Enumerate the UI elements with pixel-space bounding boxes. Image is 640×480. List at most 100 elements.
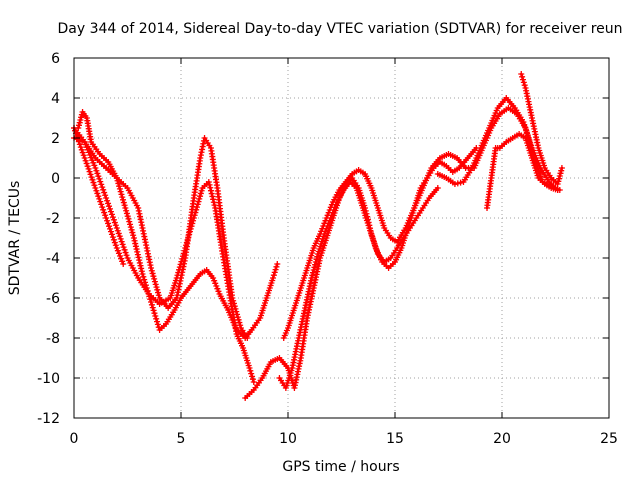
data-point xyxy=(112,242,119,249)
data-point xyxy=(120,196,127,203)
data-point xyxy=(309,272,316,279)
data-point xyxy=(237,322,244,329)
series-track-1 xyxy=(71,125,127,267)
data-point xyxy=(117,253,124,259)
data-point xyxy=(103,195,110,201)
data-point xyxy=(120,244,127,251)
data-point xyxy=(100,186,107,193)
data-point xyxy=(76,119,83,126)
data-point xyxy=(272,266,279,273)
data-point xyxy=(95,173,102,180)
data-point xyxy=(310,267,317,273)
data-point xyxy=(153,315,160,322)
data-point xyxy=(196,195,203,202)
data-point xyxy=(107,208,114,215)
data-point xyxy=(136,257,143,264)
data-point xyxy=(270,272,277,279)
data-point xyxy=(109,234,116,241)
data-point xyxy=(117,235,124,242)
data-point xyxy=(141,276,148,283)
data-point xyxy=(98,181,105,188)
data-point xyxy=(233,308,240,315)
data-point xyxy=(97,178,104,185)
data-point xyxy=(558,165,565,171)
data-point xyxy=(96,195,103,202)
data-point xyxy=(129,229,136,236)
data-point xyxy=(333,201,340,208)
data-point xyxy=(213,283,220,289)
data-point xyxy=(75,122,82,129)
data-point xyxy=(328,212,335,219)
data-point xyxy=(111,239,118,246)
data-point xyxy=(148,301,155,308)
data-point xyxy=(108,231,115,238)
data-point xyxy=(120,261,127,267)
data-point xyxy=(86,168,93,175)
data-point xyxy=(195,198,202,205)
data-point xyxy=(78,146,85,153)
y-tick-label: 4 xyxy=(51,91,60,107)
data-point xyxy=(131,237,138,244)
data-point xyxy=(205,179,212,185)
data-point xyxy=(434,185,441,191)
plot-frame xyxy=(73,57,610,419)
data-point xyxy=(94,170,101,177)
data-point xyxy=(121,246,128,253)
data-point xyxy=(89,176,96,183)
data-point xyxy=(116,183,123,190)
data-point xyxy=(111,219,118,226)
series-track-3 xyxy=(71,135,257,385)
data-point xyxy=(98,201,105,208)
data-point xyxy=(271,269,278,276)
data-point xyxy=(94,190,101,197)
data-point xyxy=(249,376,256,383)
data-point xyxy=(84,163,91,170)
data-point xyxy=(150,307,157,314)
data-point xyxy=(155,292,162,299)
data-point xyxy=(78,114,85,121)
data-point xyxy=(88,174,95,181)
data-point xyxy=(214,285,221,292)
data-point xyxy=(244,335,251,341)
data-point xyxy=(95,193,102,200)
data-point xyxy=(558,167,565,174)
data-point xyxy=(116,185,123,192)
y-tick-label: -10 xyxy=(37,371,60,387)
data-point xyxy=(148,299,155,305)
data-point xyxy=(211,277,218,284)
data-point xyxy=(206,181,213,188)
data-point xyxy=(106,203,113,210)
data-point xyxy=(149,270,156,277)
series-track-6 xyxy=(280,105,563,341)
data-point xyxy=(106,225,113,232)
data-point xyxy=(126,218,133,225)
data-point xyxy=(104,197,111,204)
data-point xyxy=(122,205,129,211)
x-tick-label: 5 xyxy=(177,431,186,447)
data-point xyxy=(136,259,143,266)
data-point xyxy=(148,267,155,274)
data-point xyxy=(110,236,117,243)
series-track-7 xyxy=(276,145,480,391)
data-point xyxy=(103,215,110,221)
y-tick-label: -12 xyxy=(37,411,60,427)
data-point xyxy=(207,187,214,194)
data-point xyxy=(102,212,109,219)
series-path xyxy=(243,176,440,400)
data-point xyxy=(209,193,216,200)
data-point xyxy=(332,204,339,211)
data-point xyxy=(106,223,113,230)
data-point xyxy=(270,275,277,281)
data-point xyxy=(93,187,100,194)
data-point xyxy=(150,273,157,280)
x-tick-label: 25 xyxy=(600,431,618,447)
data-point xyxy=(130,235,137,241)
data-point xyxy=(127,224,134,231)
y-tick-label: -2 xyxy=(46,211,60,227)
series-track-4 xyxy=(71,125,251,341)
data-point xyxy=(118,191,125,198)
data-point xyxy=(151,278,158,285)
data-point xyxy=(230,300,237,307)
data-point xyxy=(85,165,92,172)
